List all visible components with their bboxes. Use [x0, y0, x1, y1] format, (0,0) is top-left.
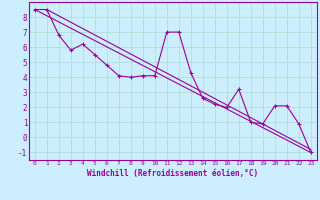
X-axis label: Windchill (Refroidissement éolien,°C): Windchill (Refroidissement éolien,°C)	[87, 169, 258, 178]
